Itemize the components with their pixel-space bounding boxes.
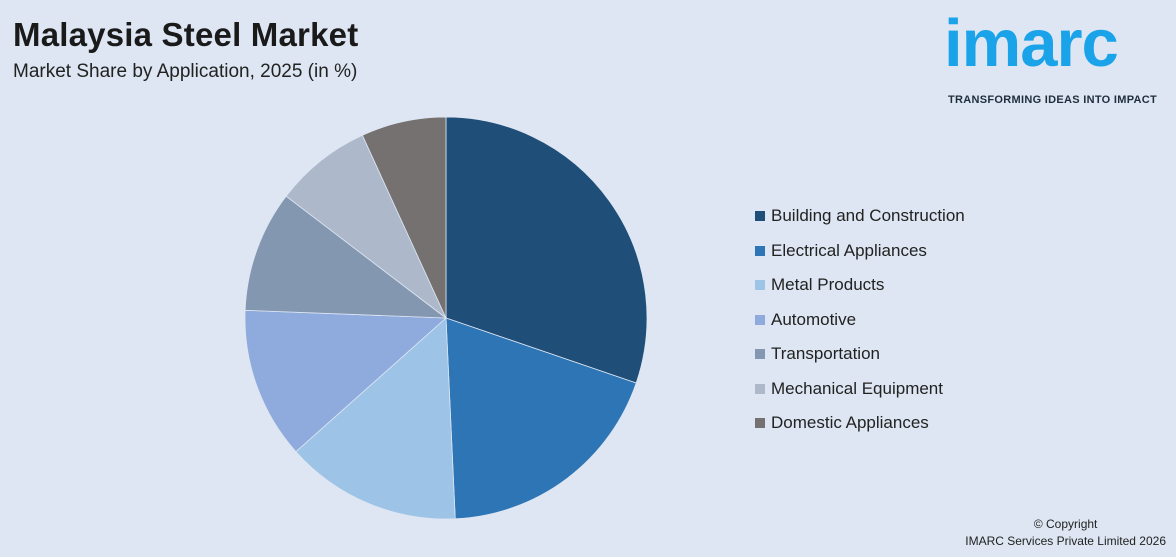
pie-slice-transportation (244, 195, 448, 319)
legend-label: Automotive (771, 309, 857, 329)
legend-label: Transportation (771, 344, 880, 364)
chart-title: Malaysia Steel Market (13, 16, 359, 53)
legend-item: Building and Construction (755, 199, 965, 234)
pie-chart (244, 116, 648, 520)
legend-swatch (755, 383, 765, 394)
legend-swatch (755, 349, 765, 360)
legend-item: Automotive (755, 303, 965, 338)
legend-label: Building and Construction (771, 206, 965, 226)
pie-slice-metal-products (295, 317, 456, 520)
legend-label: Domestic Appliances (771, 413, 929, 433)
pie-slice-automotive (244, 309, 448, 453)
legend-item: Electrical Appliances (755, 234, 965, 269)
pie-slice-mechanical-equipment (285, 134, 447, 319)
legend-swatch (755, 280, 765, 291)
copyright-company: IMARC Services Private Limited 2026 (965, 534, 1166, 548)
legend-label: Mechanical Equipment (771, 378, 943, 398)
pie-slice-electrical-appliances (445, 317, 637, 520)
legend-swatch (755, 418, 765, 429)
pie-slice-building-and-construction (445, 116, 648, 384)
chart-subtitle: Market Share by Application, 2025 (in %) (13, 61, 358, 82)
legend-item: Domestic Appliances (755, 406, 965, 441)
legend-item: Mechanical Equipment (755, 372, 965, 407)
legend-label: Metal Products (771, 275, 885, 295)
legend-swatch (755, 211, 765, 222)
chart-legend: Building and Construction Electrical Appl… (755, 199, 965, 441)
copyright-line: © Copyright (1033, 517, 1098, 531)
copyright-notice: © Copyright IMARC Services Private Limit… (965, 516, 1166, 550)
legend-swatch (755, 245, 765, 256)
legend-item: Transportation (755, 337, 965, 372)
legend-label: Electrical Appliances (771, 240, 927, 260)
legend-swatch (755, 314, 765, 325)
logo-tagline: TRANSFORMING IDEAS INTO IMPACT (948, 94, 1158, 106)
imarc-logo: imarc TRANSFORMING IDEAS INTO IMPACT (944, 10, 1172, 110)
legend-item: Metal Products (755, 268, 965, 303)
pie-slice-domestic-appliances (361, 116, 447, 319)
logo-wordmark: imarc (944, 6, 1119, 81)
